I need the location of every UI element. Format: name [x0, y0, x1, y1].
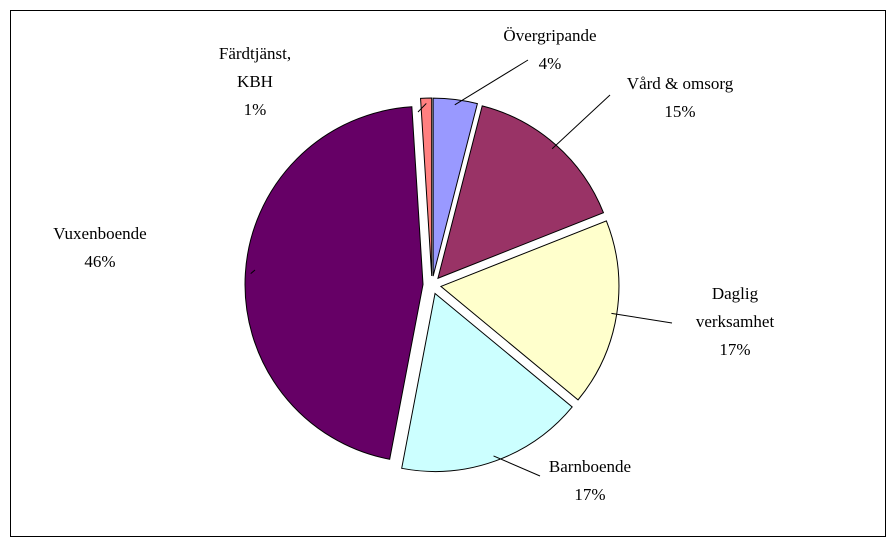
- category-label: Vuxenboende: [53, 224, 147, 243]
- pie-slice: [432, 97, 479, 277]
- slice-label: Vård & omsorg 15%: [615, 70, 745, 126]
- category-label: Daglig verksamhet: [695, 284, 775, 331]
- leader-line: [454, 59, 529, 106]
- pie-slice: [401, 292, 573, 472]
- pie-slice: [420, 97, 433, 277]
- slice-label: Färdtjänst, KBH 1%: [190, 40, 320, 124]
- pie-slice: [437, 105, 605, 280]
- leader-line: [250, 269, 256, 274]
- category-label: Övergripande: [503, 26, 597, 45]
- value-label: 4%: [538, 54, 562, 73]
- value-label: 46%: [84, 252, 116, 271]
- slice-label: Vuxenboende 46%: [35, 220, 165, 276]
- leader-line: [551, 94, 611, 150]
- category-label: Barnboende: [548, 457, 632, 476]
- value-label: 1%: [243, 100, 267, 119]
- value-label: 17%: [719, 340, 751, 359]
- category-label: Vård & omsorg: [626, 74, 734, 93]
- slice-label: Barnboende 17%: [525, 453, 655, 509]
- category-label: Färdtjänst, KBH: [218, 44, 292, 91]
- leader-line: [417, 103, 427, 113]
- value-label: 17%: [574, 485, 606, 504]
- slice-label: Daglig verksamhet 17%: [670, 280, 800, 364]
- pie-slice: [244, 106, 424, 460]
- leader-line: [493, 455, 541, 477]
- value-label: 15%: [664, 102, 696, 121]
- slice-label: Övergripande 4%: [485, 22, 615, 78]
- leader-line: [611, 312, 673, 324]
